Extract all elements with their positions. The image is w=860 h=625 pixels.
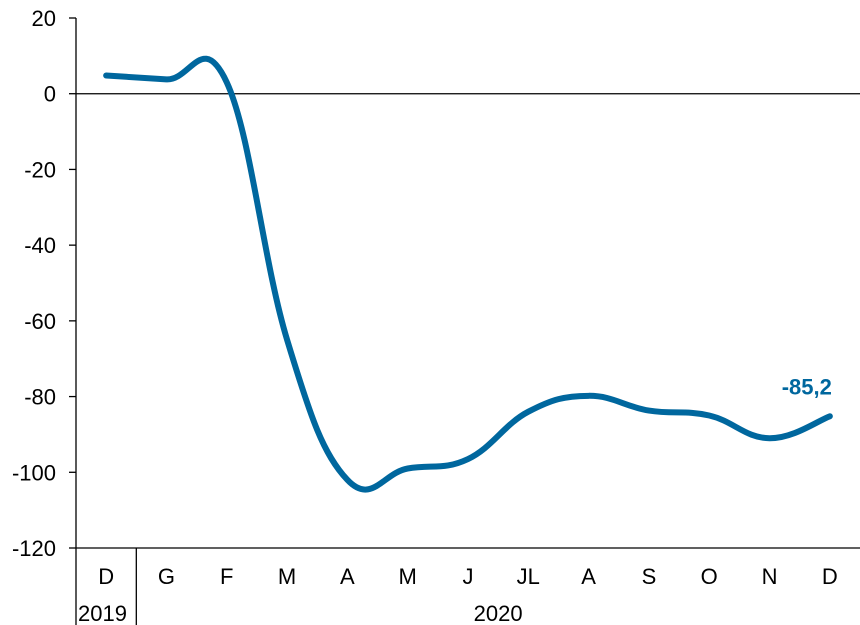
series-line bbox=[103, 55, 833, 493]
y-axis-tick-labels: 20 0 -20 -40 -60 -80 -100 -120 bbox=[12, 6, 56, 561]
y-tick-label: -100 bbox=[12, 460, 56, 485]
x-tick-label: M bbox=[399, 564, 417, 589]
x-tick-label: F bbox=[220, 564, 233, 589]
y-tick-label: 0 bbox=[44, 82, 56, 107]
end-value-label: -85,2 bbox=[782, 374, 832, 399]
x-tick-label: D bbox=[98, 564, 114, 589]
x-tick-label: A bbox=[581, 564, 596, 589]
x-tick-label: M bbox=[278, 564, 296, 589]
y-tick-label: -120 bbox=[12, 536, 56, 561]
x-axis-tick-labels: D G F M A M J JL A S O N D bbox=[98, 564, 838, 589]
y-tick-label: -20 bbox=[24, 157, 56, 182]
x-tick-label: O bbox=[701, 564, 718, 589]
y-tick-label: -60 bbox=[24, 309, 56, 334]
year-label: 2019 bbox=[78, 601, 127, 625]
x-tick-label: D bbox=[822, 564, 838, 589]
y-tick-label: 20 bbox=[32, 6, 56, 31]
y-axis-ticks bbox=[69, 17, 76, 549]
x-tick-label: J bbox=[463, 564, 474, 589]
year-label: 2020 bbox=[474, 601, 523, 625]
year-group-labels: 2019 2020 bbox=[78, 601, 523, 625]
y-tick-label: -80 bbox=[24, 385, 56, 410]
x-tick-label: A bbox=[340, 564, 355, 589]
x-tick-label: N bbox=[762, 564, 778, 589]
x-tick-label: S bbox=[642, 564, 657, 589]
y-tick-label: -40 bbox=[24, 233, 56, 258]
year-group-dividers bbox=[75, 548, 137, 625]
x-tick-label: G bbox=[158, 564, 175, 589]
x-tick-label: JL bbox=[517, 564, 540, 589]
